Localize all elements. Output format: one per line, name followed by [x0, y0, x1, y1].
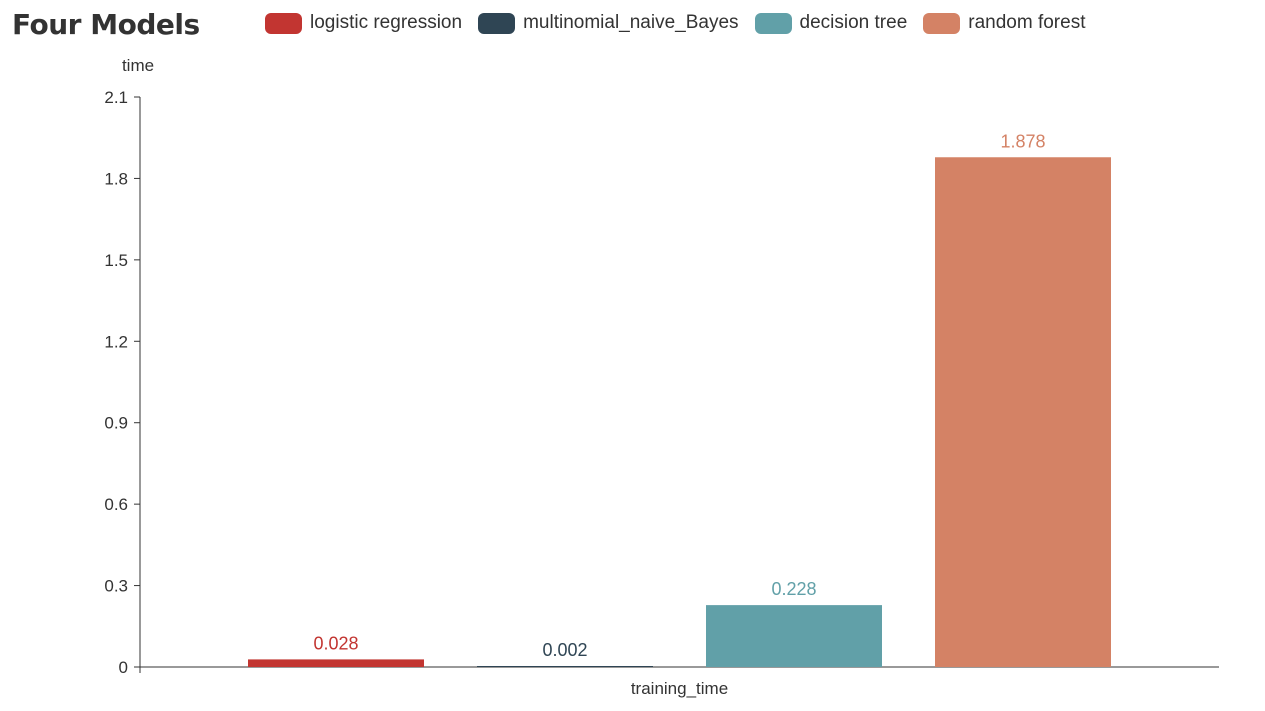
legend-item[interactable]: decision tree [754, 12, 908, 34]
x-axis-label: training_time [631, 679, 728, 698]
y-tick-label: 1.5 [104, 251, 128, 270]
bar-logistic-regression [248, 659, 424, 667]
legend-label: random forest [968, 12, 1086, 33]
legend-label: decision tree [799, 12, 908, 33]
bar-decision-tree [706, 605, 882, 667]
bar-value-label: 0.228 [771, 579, 816, 599]
y-tick-label: 0 [119, 658, 128, 677]
legend-item[interactable]: multinomial_naive_Bayes [478, 12, 739, 34]
legend-label: logistic regression [310, 12, 463, 33]
legend-swatch [265, 12, 302, 34]
chart-title: Four Models [12, 8, 200, 41]
legend-item[interactable]: logistic regression [265, 12, 462, 34]
bar-value-label: 0.028 [313, 633, 358, 653]
y-tick-label: 1.2 [104, 332, 128, 351]
legend-label: multinomial_naive_Bayes [523, 12, 739, 33]
y-tick-label: 1.8 [104, 169, 128, 188]
bar-value-label: 1.878 [1000, 131, 1045, 151]
y-axis-label: time [122, 56, 154, 75]
y-tick-label: 0.6 [104, 495, 128, 514]
bar-multinomial-naive-bayes [477, 666, 653, 667]
bar-value-label: 0.002 [542, 640, 587, 660]
legend: logistic regression multinomial_naive_Bay… [265, 12, 1086, 34]
y-tick-label: 0.9 [104, 414, 128, 433]
legend-swatch [754, 12, 792, 34]
legend-swatch [478, 12, 516, 34]
bar-random-forest [935, 157, 1111, 667]
y-tick-label: 0.3 [104, 577, 128, 596]
y-tick-label: 2.1 [104, 88, 128, 107]
legend-swatch [923, 12, 961, 34]
legend-item[interactable]: random forest [923, 12, 1086, 34]
